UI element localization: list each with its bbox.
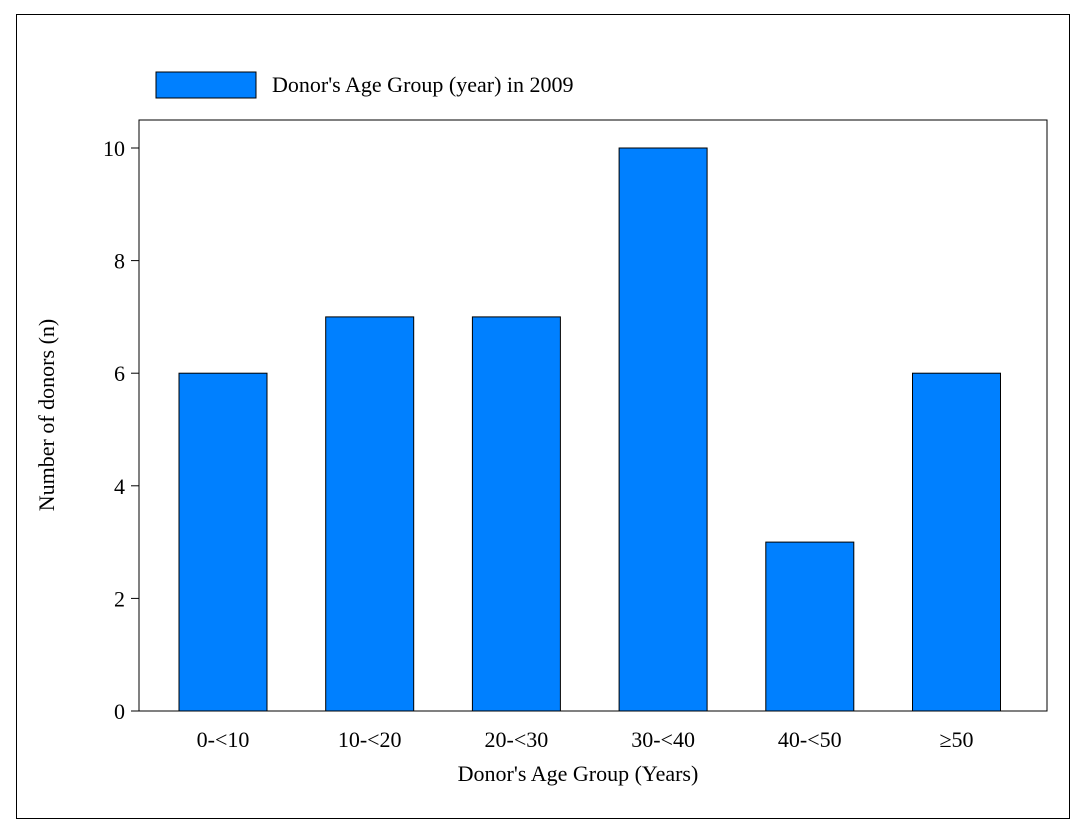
bar-30-<40 (618, 147, 708, 712)
bar-10-<20 (325, 316, 415, 712)
x-tick-label: 0-<10 (197, 727, 250, 752)
y-tick-label: 6 (114, 361, 125, 386)
bar-20-<30 (471, 316, 561, 712)
y-axis: 0 2 4 6 8 10 (103, 136, 139, 724)
x-axis-title: Donor's Age Group (Years) (458, 761, 699, 786)
y-tick-label: 8 (114, 249, 125, 274)
x-tick-label: 10-<20 (338, 727, 402, 752)
bar-0-<10 (178, 372, 268, 712)
y-tick-label: 2 (114, 586, 125, 611)
legend-swatch (155, 71, 257, 99)
x-tick-label: 30-<40 (631, 727, 695, 752)
bar-≥50 (912, 372, 1001, 712)
x-tick-label: 40-<50 (778, 727, 842, 752)
x-tick-label: ≥50 (939, 727, 973, 752)
y-axis-title: Number of donors (n) (34, 319, 59, 511)
y-tick-label: 10 (103, 136, 125, 161)
plot-area (138, 119, 1048, 712)
bars (178, 147, 1001, 712)
x-axis: 0-<10 10-<20 20-<30 30-<40 40-<50 ≥50 (197, 727, 974, 752)
x-tick-label: 20-<30 (485, 727, 549, 752)
bar-40-<50 (765, 541, 855, 712)
y-tick-label: 4 (114, 474, 125, 499)
y-tick-label: 0 (114, 699, 125, 724)
legend-label: Donor's Age Group (year) in 2009 (272, 72, 574, 97)
legend: Donor's Age Group (year) in 2009 (155, 71, 574, 99)
